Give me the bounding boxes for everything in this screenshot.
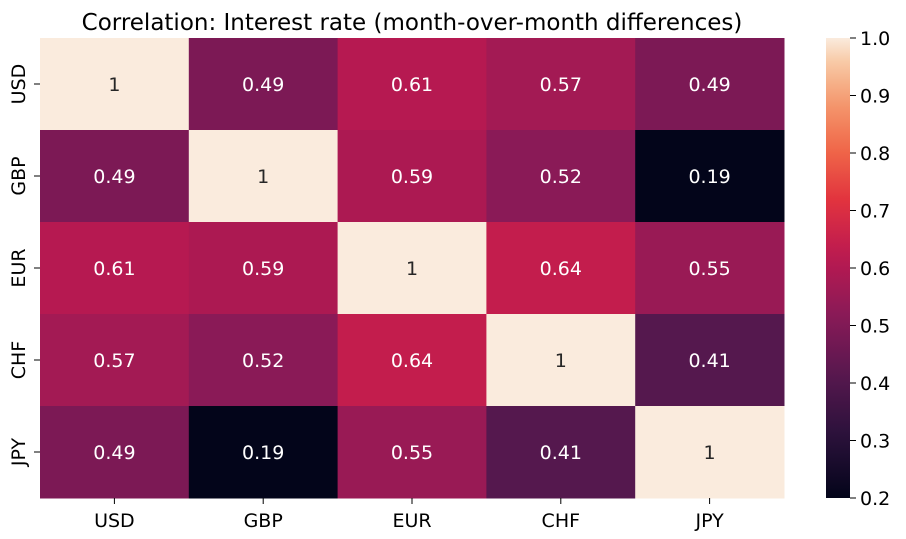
heatmap-cell	[486, 314, 636, 407]
heatmap-cell	[635, 130, 785, 223]
heatmap-cell	[188, 406, 339, 499]
colorbar-tick-label: 0.5	[860, 316, 890, 338]
colorbar-tick-label: 0.9	[860, 86, 890, 108]
cell-value-label: 0.61	[93, 258, 135, 280]
cell-value-label: 0.55	[391, 442, 433, 464]
colorbar-tick-label: 0.3	[860, 431, 890, 453]
cell-value-label: 0.19	[688, 166, 730, 188]
cell-value-label: 1	[555, 350, 567, 372]
cell-value-label: 1	[406, 258, 418, 280]
heatmap-cell	[635, 314, 785, 407]
heatmap-cell	[40, 38, 190, 131]
heatmap-cell	[40, 406, 190, 499]
heatmap-cell	[188, 314, 339, 407]
x-tick-label: JPY	[694, 510, 724, 532]
heatmap-cell	[635, 406, 785, 499]
y-tick-label: USD	[8, 64, 30, 105]
colorbar-tick-label: 0.8	[860, 143, 890, 165]
colorbar-gradient	[826, 38, 850, 498]
heatmap-cell	[337, 222, 487, 315]
heatmap-cell	[337, 38, 487, 131]
cell-value-label: 0.57	[93, 350, 135, 372]
cell-value-label: 0.61	[391, 74, 433, 96]
heatmap-cell	[486, 406, 636, 499]
heatmap-cell	[188, 222, 339, 315]
cell-value-label: 0.49	[93, 166, 135, 188]
x-tick-label: USD	[94, 510, 135, 532]
colorbar-tick-label: 1.0	[860, 28, 890, 50]
colorbar-tick-label: 0.6	[860, 258, 890, 280]
y-tick-label: EUR	[8, 248, 30, 287]
heatmap-cell	[635, 38, 785, 131]
heatmap-cell	[486, 222, 636, 315]
heatmap-cell	[40, 130, 190, 223]
cell-value-label: 0.19	[242, 442, 284, 464]
cell-value-label: 0.64	[540, 258, 582, 280]
y-tick-label: JPY	[8, 437, 30, 467]
colorbar: 0.2 0.3 0.4 0.5 0.6 0.7 0.8 0.9 1.0	[826, 28, 890, 510]
colorbar-tick-label: 0.7	[860, 201, 890, 223]
x-axis: USD GBP EUR CHF JPY	[94, 498, 724, 532]
heatmap-cell	[337, 314, 487, 407]
cell-value-label: 0.49	[688, 74, 730, 96]
cell-value-label: 0.59	[391, 166, 433, 188]
y-tick-label: CHF	[8, 341, 30, 379]
cell-value-label: 0.49	[93, 442, 135, 464]
heatmap-cell	[635, 222, 785, 315]
heatmap-cell	[486, 38, 636, 131]
heatmap-cell	[188, 130, 339, 223]
x-tick-label: EUR	[392, 510, 431, 532]
cell-value-label: 0.57	[540, 74, 582, 96]
heatmap-cell	[337, 406, 487, 499]
cell-value-label: 1	[704, 442, 716, 464]
heatmap-cell	[40, 222, 190, 315]
cell-value-label: 0.64	[391, 350, 433, 372]
x-tick-label: GBP	[244, 510, 283, 532]
x-tick-label: CHF	[542, 510, 580, 532]
cell-value-label: 0.52	[242, 350, 284, 372]
chart-title: Correlation: Interest rate (month-over-m…	[82, 10, 743, 36]
cell-value-label: 1	[257, 166, 269, 188]
cell-value-label: 0.41	[688, 350, 730, 372]
cell-value-label: 1	[108, 74, 120, 96]
heatmap-cells: 1 0.49 0.61 0.57 0.49 0.49 1 0.59 0.52 0.19 0.61 0.…	[40, 38, 785, 499]
heatmap-cell	[188, 38, 339, 131]
cell-value-label: 0.49	[242, 74, 284, 96]
cell-value-label: 0.59	[242, 258, 284, 280]
heatmap-cell	[337, 130, 487, 223]
y-axis: USD GBP EUR CHF JPY	[8, 64, 40, 467]
cell-value-label: 0.52	[540, 166, 582, 188]
heatmap-cell	[40, 314, 190, 407]
cell-value-label: 0.55	[688, 258, 730, 280]
heatmap-cell	[486, 130, 636, 223]
cell-value-label: 0.41	[540, 442, 582, 464]
colorbar-tick-label: 0.4	[860, 373, 890, 395]
y-tick-label: GBP	[8, 156, 30, 195]
colorbar-tick-label: 0.2	[860, 488, 890, 510]
